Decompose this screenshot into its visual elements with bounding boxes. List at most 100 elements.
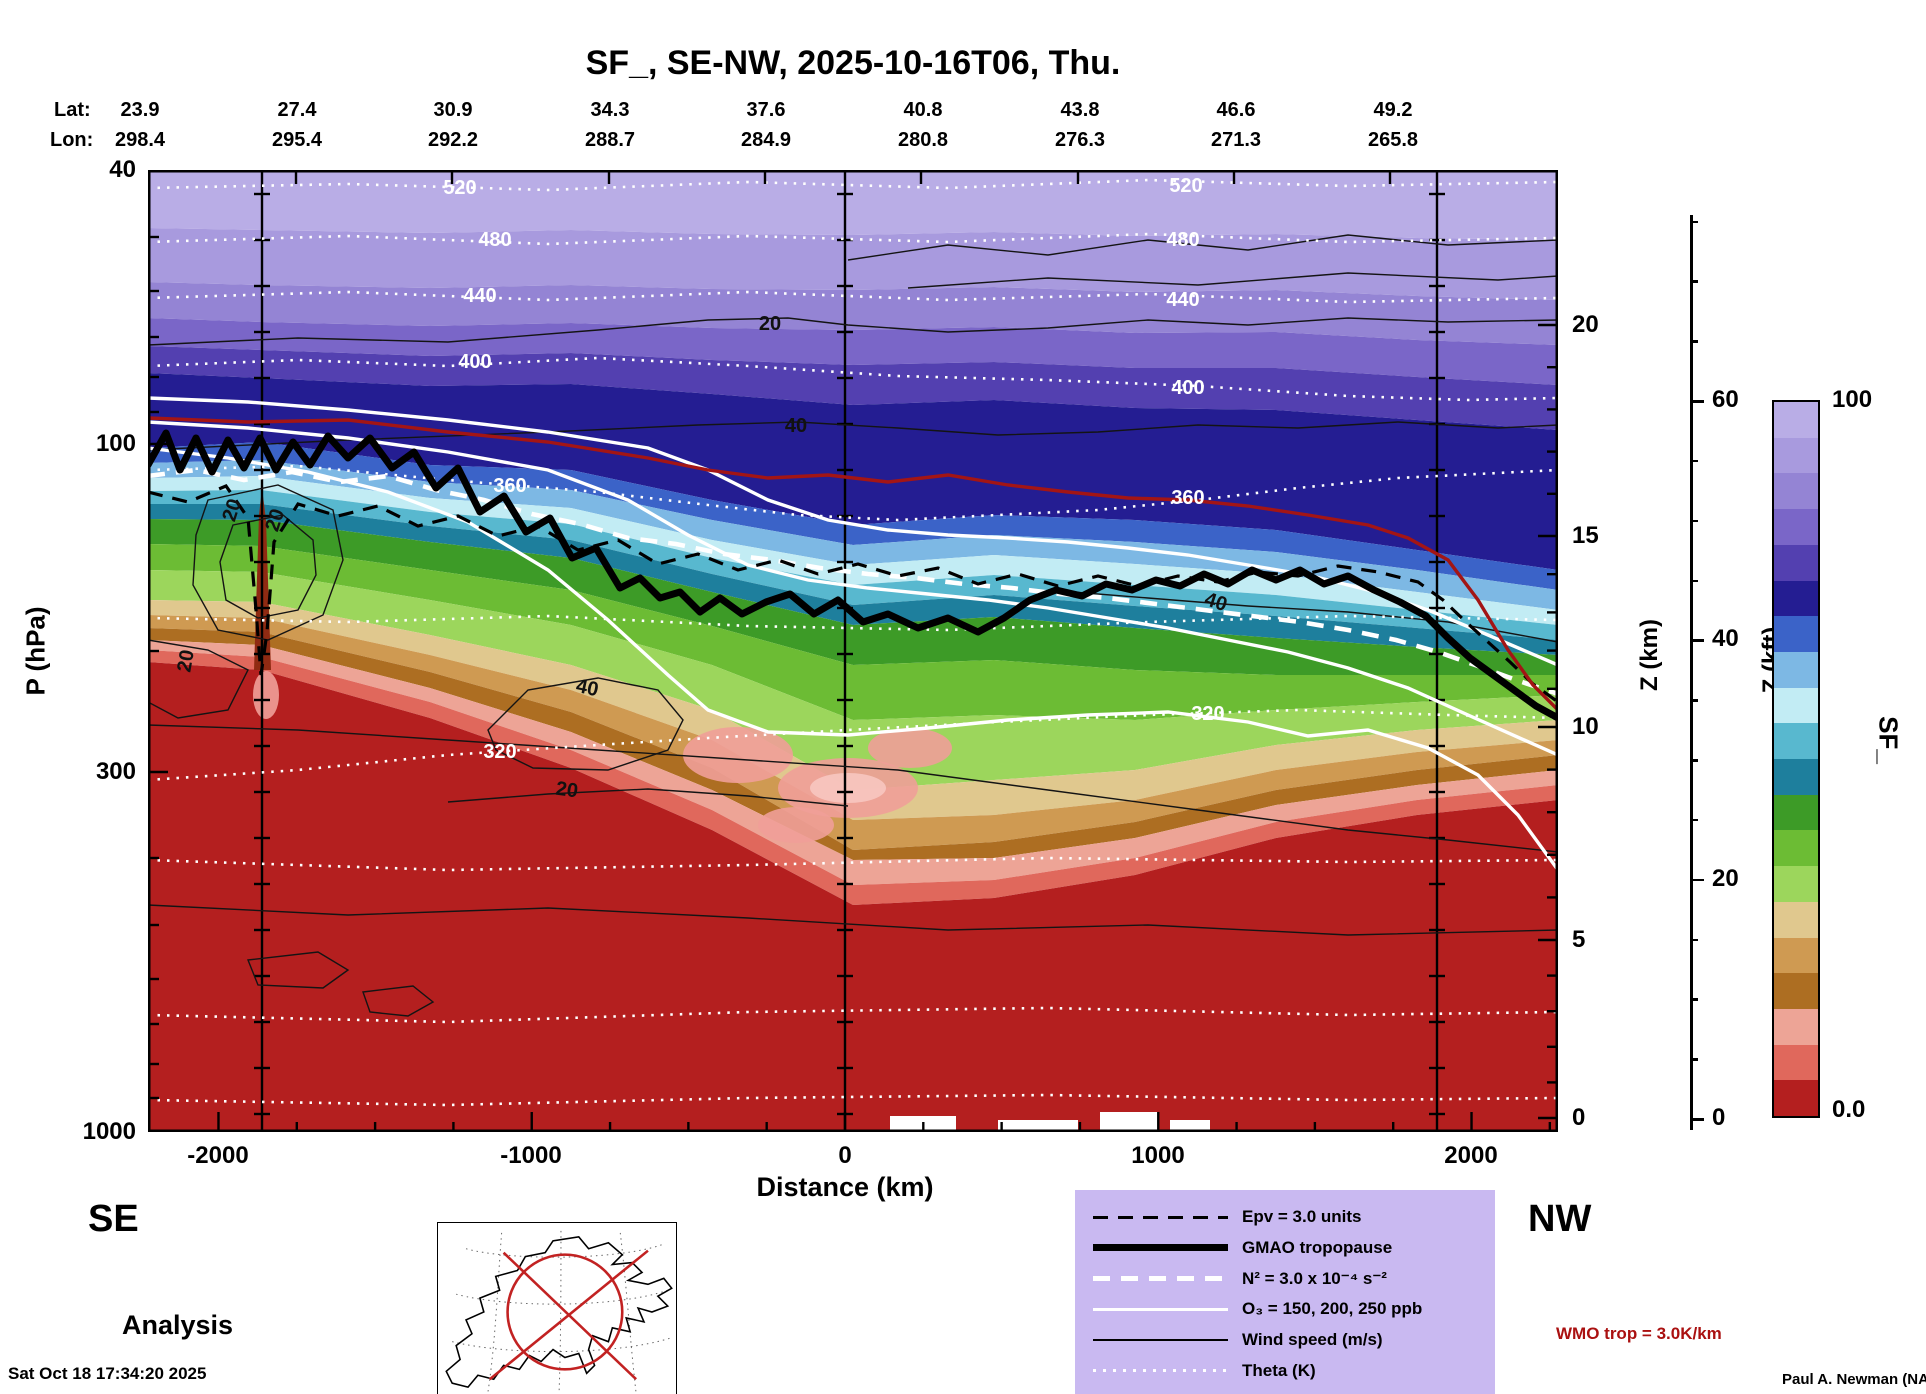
lon-value: 280.8	[897, 129, 949, 151]
kft-axis-tick	[1690, 340, 1698, 343]
lon-value: 292.2	[427, 129, 479, 151]
low-value-blob	[683, 727, 793, 783]
contour-label: 360	[493, 475, 526, 497]
colorbar-max-label: 100	[1832, 386, 1873, 413]
colorbar-cell	[1774, 616, 1818, 652]
theta-contour-line	[147, 1006, 1559, 1024]
low-value-blob	[868, 728, 952, 768]
colorbar-cell	[1774, 1080, 1818, 1117]
kft-axis-tick	[1690, 459, 1698, 463]
terrain-notch	[1170, 1120, 1210, 1132]
theta-contour-line	[147, 1093, 1559, 1107]
colorbar-cell	[1774, 830, 1818, 867]
colorbar-cell	[1774, 437, 1818, 474]
x-tick-label: 2000	[1444, 1142, 1498, 1169]
contour-label: 480	[478, 229, 511, 251]
contour-band	[148, 600, 1558, 820]
lat-value: 30.9	[433, 99, 473, 121]
x-tick-label: 0	[838, 1142, 852, 1169]
legend-label-n2: N² = 3.0 x 10⁻⁴ s⁻²	[1242, 1268, 1387, 1288]
x-tick-label: -2000	[187, 1142, 249, 1169]
legend-label-o3: O₃ = 150, 200, 250 ppb	[1242, 1299, 1423, 1319]
n2-contour-line	[147, 467, 1559, 697]
contour-band	[148, 318, 1558, 385]
wind-contour-line	[147, 639, 249, 719]
lat-row-label: Lat:	[54, 99, 91, 121]
kft-axis-tick	[1690, 1118, 1704, 1121]
analysis-label: Analysis	[122, 1310, 234, 1340]
theta-contour-line	[147, 356, 1559, 402]
contour-band	[148, 650, 1558, 905]
credit: Paul A. Newman (NASA	[1782, 1371, 1926, 1388]
contour-band	[148, 373, 1558, 570]
lat-value: 37.6	[746, 99, 786, 121]
wind-contour-line	[907, 272, 1559, 289]
lat-value: 34.3	[590, 99, 630, 121]
coastline	[445, 1235, 673, 1389]
wind-contour-line	[487, 677, 684, 771]
theta-contour-line	[147, 464, 1559, 522]
colorbar-cell	[1774, 723, 1818, 760]
kft-axis-tick	[1690, 938, 1698, 941]
track-line-2	[502, 1251, 637, 1381]
ozone-contour-line	[147, 420, 1559, 757]
contour-label: 400	[1171, 377, 1204, 399]
colorbar-cell	[1774, 1008, 1818, 1045]
kft-axis-tick	[1690, 699, 1698, 702]
legend-row-epv: Epv = 3.0 units	[1093, 1207, 1477, 1227]
contour-band	[148, 544, 1558, 720]
contour-label: 320	[1191, 703, 1224, 725]
wind-contour-line	[247, 951, 350, 989]
contour-label: 520	[443, 177, 476, 199]
kft-axis-tick	[1690, 1058, 1698, 1061]
terrain-notch	[1100, 1112, 1158, 1132]
contour-band	[148, 615, 1558, 850]
low-value-blob	[253, 671, 279, 719]
lon-value: 265.8	[1367, 129, 1419, 151]
colorbar-cell	[1774, 866, 1818, 902]
colorbar-min-label: 0.0	[1832, 1096, 1866, 1123]
contour-band	[148, 442, 1558, 590]
kft-axis-tick	[1690, 519, 1698, 523]
legend-row-gmao: GMAO tropopause	[1093, 1238, 1477, 1258]
contour-label: 20	[173, 648, 199, 674]
z-km-axis-title: Z (km)	[1636, 619, 1663, 691]
z-km-tick-label: 15	[1572, 522, 1599, 549]
cross-section-plot: 520 520 480 480 440 440 400 400 360 360 320 320 20 40…	[144, 168, 1562, 1134]
kft-axis-tick	[1690, 280, 1698, 283]
legend-label-wind: Wind speed (m/s)	[1242, 1329, 1383, 1349]
colorbar-cell	[1774, 759, 1818, 795]
lon-value: 276.3	[1054, 129, 1106, 151]
y-tick-label: 300	[95, 758, 136, 785]
legend-row-n2: N² = 3.0 x 10⁻⁴ s⁻²	[1093, 1269, 1477, 1289]
contour-band	[148, 628, 1558, 860]
y-axis-title: P (hPa)	[20, 606, 51, 696]
z-km-tick-label: 10	[1572, 713, 1599, 740]
lon-value: 271.3	[1210, 129, 1262, 151]
lon-row-label: Lon:	[50, 129, 94, 151]
kft-axis-tick	[1690, 759, 1698, 762]
terrain-notch	[998, 1120, 1078, 1132]
colorbar-cell	[1774, 687, 1818, 724]
contour-label: 20	[554, 778, 579, 803]
lon-value: 288.7	[584, 129, 636, 151]
contour-label: 20	[759, 313, 781, 335]
wind-contour-line	[847, 234, 1559, 261]
ozone-contour-line	[147, 396, 1559, 667]
lat-value: 27.4	[277, 99, 317, 121]
contour-label: 400	[458, 351, 491, 373]
colorbar-cell	[1774, 794, 1818, 831]
plot-canvas: 520 520 480 480 440 440 400 400 360 360 320 320 20 40…	[144, 168, 1562, 1134]
wind-contour-line	[147, 317, 1559, 346]
kft-axis-tick	[1690, 998, 1698, 1001]
kft-axis-line	[1690, 215, 1693, 1130]
kft-axis-tick	[1690, 400, 1704, 403]
theta-contour-line	[147, 856, 1559, 872]
z-km-tick-label: 5	[1572, 926, 1586, 953]
kft-axis-tick	[1690, 878, 1704, 882]
contour-label: 440	[1166, 289, 1199, 311]
plot-frame	[148, 170, 1558, 1132]
lat-value: 23.9	[120, 99, 160, 121]
low-value-blob	[758, 807, 834, 843]
